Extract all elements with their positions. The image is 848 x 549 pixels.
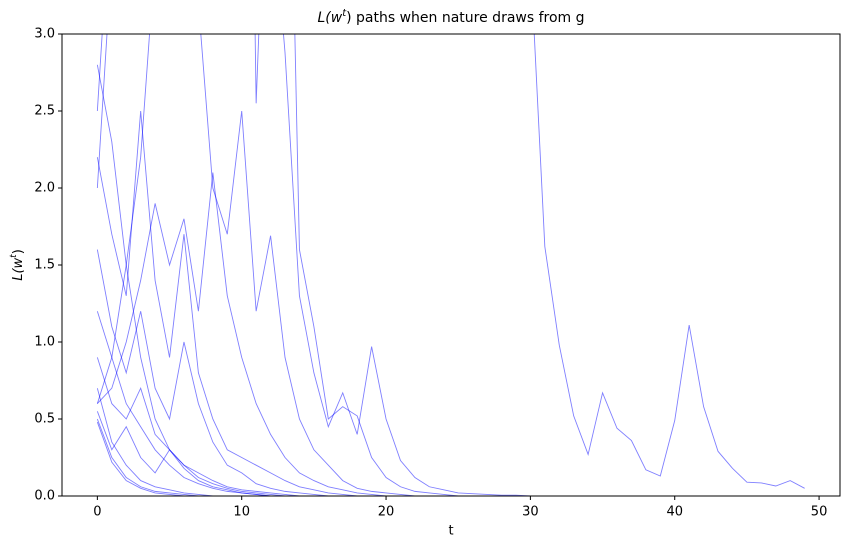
- y-tick-label: 3.0: [34, 27, 55, 42]
- x-axis-label: t: [448, 524, 453, 539]
- ylabel-part: L(w: [11, 257, 26, 280]
- x-tick-label: 30: [522, 505, 539, 520]
- plot-lines: [96, 34, 805, 496]
- y-tick-label: 0.5: [34, 412, 55, 427]
- chart-title: L(wt) paths when nature draws from g: [317, 8, 584, 26]
- x-tick-label: 0: [93, 505, 101, 520]
- ylabel-part: ): [11, 249, 26, 254]
- y-tick-label: 2.0: [34, 181, 55, 196]
- path-line: [254, 34, 805, 496]
- path-line: [96, 34, 805, 496]
- x-tick-label: 20: [378, 505, 395, 520]
- x-tick-label: 10: [233, 505, 250, 520]
- path-line: [96, 357, 805, 496]
- y-tick-label: 2.5: [34, 104, 55, 119]
- y-axis-label: L(wt): [9, 249, 26, 281]
- path-line: [96, 311, 805, 496]
- path-line: [96, 411, 805, 496]
- title-part: ) paths when nature draws from g: [346, 10, 584, 26]
- path-line: [96, 64, 805, 496]
- x-tick-label: 50: [811, 505, 828, 520]
- path-line: [96, 418, 805, 496]
- axes-frame: [61, 33, 841, 497]
- path-line: [96, 34, 805, 496]
- x-tick-label: 40: [666, 505, 683, 520]
- path-line: [96, 110, 805, 496]
- path-line: [96, 249, 805, 496]
- path-line: [96, 34, 805, 489]
- y-tick-label: 0.0: [34, 489, 55, 504]
- y-tick-label: 1.0: [34, 335, 55, 350]
- title-part: L(w: [317, 10, 342, 26]
- ylabel-part: t: [9, 254, 19, 258]
- path-line: [97, 172, 805, 496]
- title-part: t: [342, 8, 347, 19]
- y-tick-label: 1.5: [34, 258, 55, 273]
